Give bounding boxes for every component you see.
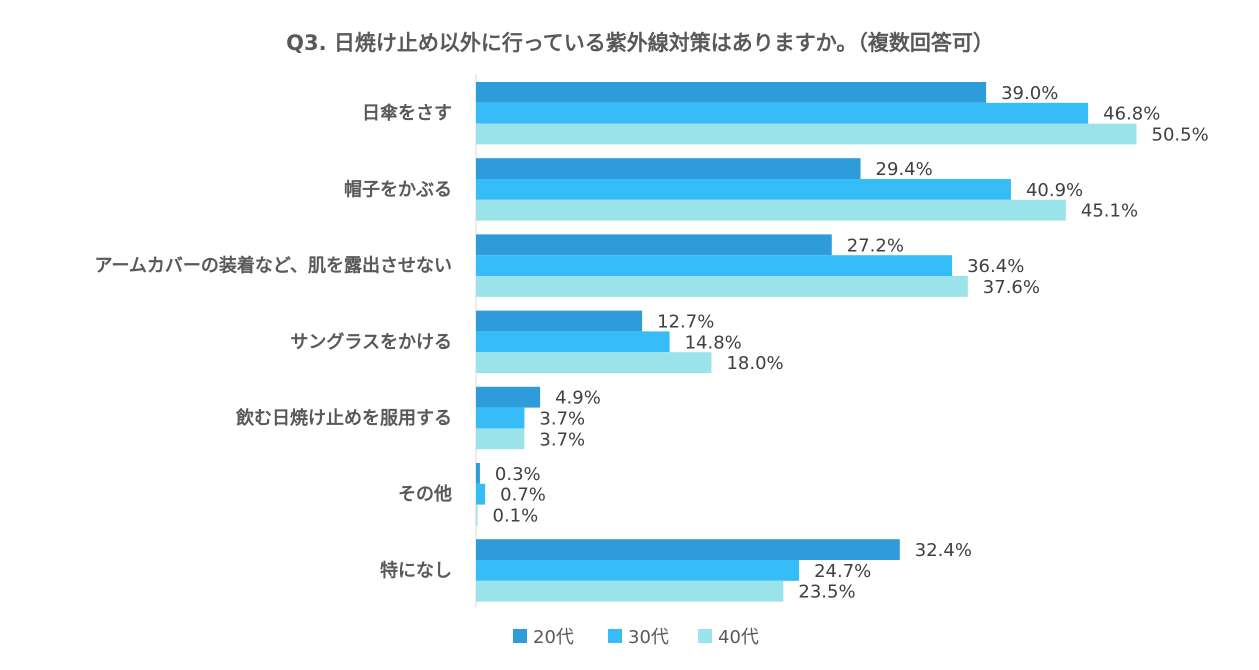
legend-swatch <box>698 629 712 643</box>
bar-40代-6 <box>476 580 784 602</box>
data-label: 46.8% <box>1103 104 1160 125</box>
category-label: 特になし <box>380 559 452 581</box>
bar-30代-2 <box>476 255 953 276</box>
bar-30代-6 <box>476 560 800 581</box>
labels-layer: 日傘をさす 39.0% 46.8%50.5% 帽子をかぶる 29.4% 40.9%45.1… <box>95 83 1209 603</box>
data-label: 3.7% <box>539 409 585 430</box>
legend-label: 30代 <box>628 627 669 648</box>
bar-20代-5 <box>476 463 480 484</box>
data-label: 39.0% <box>1001 83 1058 104</box>
data-label: 0.7% <box>500 485 546 506</box>
data-label: 18.0% <box>726 353 783 374</box>
legend-swatch <box>513 629 527 643</box>
data-label: 0.3% <box>495 464 541 485</box>
data-label: 24.7% <box>814 561 871 582</box>
category-label: サングラスをかける <box>290 331 452 353</box>
data-label: 32.4% <box>915 540 972 561</box>
bar-20代-4 <box>476 386 541 408</box>
data-label: 40.9% <box>1026 180 1083 201</box>
data-label: 36.4% <box>967 256 1024 277</box>
data-label: 0.1% <box>493 506 539 527</box>
legend-label: 20代 <box>533 627 574 648</box>
bar-40代-2 <box>476 276 968 297</box>
bars-layer <box>476 82 1137 602</box>
data-label: 27.2% <box>847 235 904 256</box>
data-label: 45.1% <box>1081 201 1138 222</box>
data-label: 4.9% <box>555 388 601 409</box>
bar-20代-2 <box>476 234 832 256</box>
category-label: 飲む日焼け止めを服用する <box>235 407 452 429</box>
bar-40代-1 <box>476 199 1066 221</box>
data-label: 12.7% <box>657 312 714 333</box>
bar-20代-1 <box>476 158 861 179</box>
category-label: その他 <box>398 483 452 505</box>
data-label: 37.6% <box>983 277 1040 298</box>
data-label: 3.7% <box>539 429 585 450</box>
bar-20代-3 <box>476 310 643 332</box>
bar-40代-4 <box>476 428 525 450</box>
data-label: 23.5% <box>798 582 855 603</box>
bar-40代-3 <box>476 352 712 373</box>
bar-30代-5 <box>476 483 486 505</box>
bar-40代-0 <box>476 123 1137 145</box>
data-label: 29.4% <box>876 159 933 180</box>
bar-40代-5 <box>476 504 478 526</box>
category-label: 帽子をかぶる <box>344 178 452 200</box>
legend-swatch <box>608 629 622 643</box>
bar-20代-6 <box>476 539 900 560</box>
bar-30代-3 <box>476 331 670 353</box>
data-label: 50.5% <box>1152 125 1209 146</box>
category-label: 日傘をさす <box>362 102 452 124</box>
legend-label: 40代 <box>718 627 759 648</box>
bar-30代-0 <box>476 102 1089 124</box>
bar-20代-0 <box>476 82 987 103</box>
bar-30代-1 <box>476 179 1011 200</box>
category-label: アームカバーの装着など、肌を露出させない <box>95 255 452 277</box>
bar-30代-4 <box>476 407 525 429</box>
legend: 20代 30代 40代 <box>513 627 759 648</box>
data-label: 14.8% <box>685 332 742 353</box>
chart-title: Q3. 日焼け止め以外に行っている紫外線対策はありますか。（複数回答可） <box>286 31 994 55</box>
